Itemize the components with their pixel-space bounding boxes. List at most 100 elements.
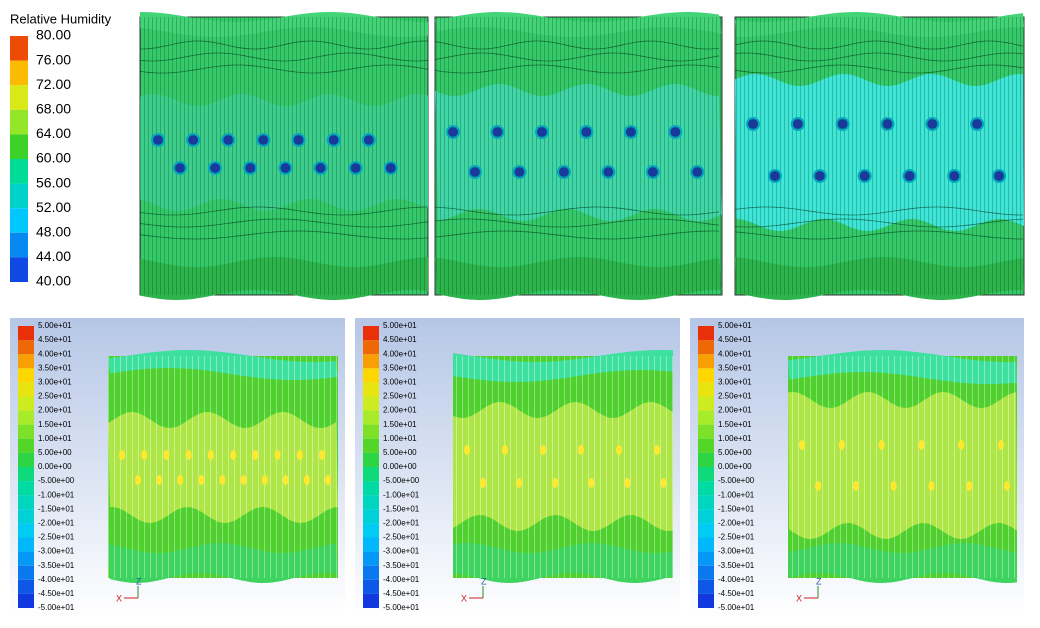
legend-label: 4.00e+01	[383, 349, 417, 358]
legend-label: -4.50e+01	[38, 589, 75, 598]
legend-label: 5.00e+00	[718, 448, 752, 457]
color-swatch	[363, 340, 379, 355]
contour-panel: 5.00e+01 4.50e+01 4.00e+01 3.50e+01 3.00e+01…	[690, 318, 1024, 618]
color-swatch	[698, 382, 714, 397]
nozzle	[361, 133, 376, 147]
color-swatch	[18, 509, 34, 524]
legend-label: 1.50e+01	[718, 420, 752, 429]
legend-label: -5.00e+01	[383, 603, 420, 612]
legend-label: -1.00e+01	[718, 490, 755, 499]
color-swatch	[10, 257, 28, 282]
nozzle	[512, 165, 527, 179]
nozzle	[958, 440, 965, 450]
legend-label: -1.50e+01	[38, 504, 75, 513]
color-swatch	[698, 424, 714, 439]
mesh	[140, 17, 428, 295]
mesh	[735, 17, 1024, 295]
legend-label: -1.00e+01	[38, 490, 75, 499]
legend-label: 52.00	[36, 199, 71, 215]
nozzle	[918, 440, 925, 450]
color-swatch	[363, 551, 379, 566]
color-swatch	[363, 368, 379, 383]
color-swatch	[10, 134, 28, 159]
legend-label: -4.50e+01	[383, 589, 420, 598]
nozzle	[578, 445, 584, 455]
color-swatch	[18, 537, 34, 552]
nozzle	[902, 169, 917, 183]
nozzle	[928, 481, 935, 491]
color-swatch	[698, 537, 714, 552]
axis-label: X	[116, 593, 122, 603]
nozzle	[163, 450, 170, 460]
nozzle	[313, 161, 328, 175]
nozzle	[654, 445, 660, 455]
nozzle	[970, 117, 985, 131]
legend-label: 40.00	[36, 273, 71, 289]
nozzle	[668, 125, 683, 139]
legend-label: -5.00e+00	[38, 476, 75, 485]
color-swatch	[363, 438, 379, 453]
legend-title: Relative Humidity	[10, 11, 112, 26]
color-swatch	[698, 481, 714, 496]
contour-panel	[434, 12, 723, 300]
legend-label: 3.50e+01	[383, 363, 417, 372]
nozzle	[468, 165, 482, 179]
contour-panel	[734, 12, 1025, 300]
axis-label: X	[796, 593, 802, 603]
color-swatch	[698, 579, 714, 594]
legend-label: -2.50e+01	[383, 533, 420, 542]
nozzle	[645, 165, 660, 179]
nozzle	[852, 481, 859, 491]
legend-label: -3.00e+01	[383, 547, 420, 556]
nozzle	[348, 161, 363, 175]
color-swatch	[698, 452, 714, 467]
color-swatch	[363, 565, 379, 580]
mesh	[788, 356, 1017, 578]
color-swatch	[10, 183, 28, 209]
color-swatch	[363, 424, 379, 439]
color-swatch	[10, 232, 28, 258]
color-swatch	[363, 495, 379, 510]
nozzle	[588, 478, 595, 488]
legend-label: 2.00e+01	[383, 406, 417, 415]
nozzle	[240, 475, 247, 485]
legend-label: 4.50e+01	[38, 335, 72, 344]
color-swatch	[363, 396, 379, 411]
nozzle	[243, 161, 258, 175]
legend-label: -3.00e+01	[718, 547, 755, 556]
nozzle	[480, 478, 486, 488]
nozzle	[230, 450, 237, 460]
nozzle	[207, 450, 214, 460]
nozzle	[156, 475, 163, 485]
legend-label: -3.00e+01	[38, 547, 75, 556]
legend-label: -5.00e+01	[38, 603, 75, 612]
nozzle	[261, 475, 268, 485]
color-swatch	[363, 579, 379, 594]
color-swatch	[698, 565, 714, 580]
nozzle	[857, 169, 872, 183]
nozzle	[790, 117, 805, 131]
nozzle	[296, 450, 303, 460]
legend-label: 2.00e+01	[38, 406, 72, 415]
legend-label: 1.50e+01	[383, 420, 417, 429]
axis-label: Z	[136, 576, 142, 586]
legend-label: -2.50e+01	[38, 533, 75, 542]
color-swatch	[363, 467, 379, 482]
color-swatch	[363, 537, 379, 552]
legend-label: -3.50e+01	[718, 561, 755, 570]
nozzle	[799, 440, 805, 450]
nozzle	[256, 133, 271, 147]
legend-label: -4.00e+01	[38, 575, 75, 584]
color-swatch	[18, 382, 34, 397]
nozzle	[880, 117, 895, 131]
legend-label: -1.00e+01	[383, 490, 420, 499]
color-swatch	[698, 438, 714, 453]
legend-label: 68.00	[36, 101, 71, 117]
nozzle	[998, 440, 1004, 450]
nozzle	[516, 478, 523, 488]
legend-label: 3.00e+01	[718, 378, 752, 387]
legend-label: -1.50e+01	[383, 504, 420, 513]
color-swatch	[18, 326, 34, 341]
nozzle	[282, 475, 289, 485]
legend-label: 4.50e+01	[718, 335, 752, 344]
